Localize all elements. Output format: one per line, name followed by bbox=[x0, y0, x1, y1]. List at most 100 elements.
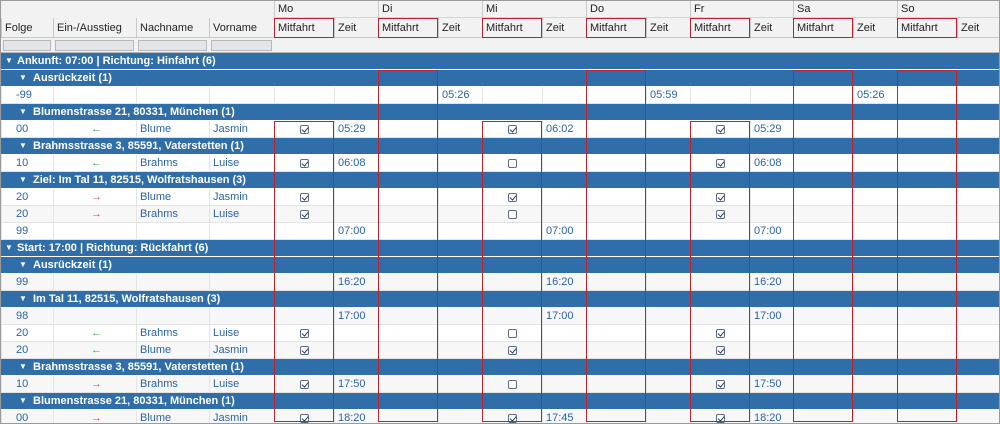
mitfahrt-cell-fr[interactable] bbox=[690, 223, 750, 239]
mitfahrt-cell-so[interactable] bbox=[897, 206, 957, 222]
mitfahrt-cell-di[interactable] bbox=[378, 308, 438, 324]
checkbox-icon[interactable] bbox=[716, 380, 725, 389]
group-row-stop[interactable]: ▼ Ausrückzeit (1) bbox=[1, 257, 999, 274]
group-row-stop[interactable]: ▼ Brahmsstrasse 3, 85591, Vaterstetten (1… bbox=[1, 359, 999, 376]
mitfahrt-cell-do[interactable] bbox=[586, 121, 646, 137]
mitfahrt-cell-fr[interactable] bbox=[690, 308, 750, 324]
column-header-zeit-mi[interactable]: Zeit bbox=[542, 18, 586, 38]
mitfahrt-cell-sa[interactable] bbox=[793, 274, 853, 290]
column-header-mitfahrt-di[interactable]: Mitfahrt bbox=[378, 18, 438, 38]
mitfahrt-cell-di[interactable] bbox=[378, 376, 438, 392]
mitfahrt-cell-do[interactable] bbox=[586, 325, 646, 341]
mitfahrt-cell-do[interactable] bbox=[586, 342, 646, 358]
mitfahrt-cell-di[interactable] bbox=[378, 410, 438, 423]
mitfahrt-cell-mi[interactable] bbox=[482, 342, 542, 358]
mitfahrt-cell-mi[interactable] bbox=[482, 155, 542, 171]
checkbox-icon[interactable] bbox=[300, 380, 309, 389]
checkbox-icon[interactable] bbox=[716, 125, 725, 134]
triangle-down-icon[interactable]: ▼ bbox=[19, 107, 27, 116]
checkbox-icon[interactable] bbox=[508, 159, 517, 168]
filter-input-einaus[interactable] bbox=[55, 40, 134, 51]
filter-input-folge[interactable] bbox=[3, 40, 51, 51]
triangle-down-icon[interactable]: ▼ bbox=[19, 294, 27, 303]
column-header-mitfahrt-do[interactable]: Mitfahrt bbox=[586, 18, 646, 38]
triangle-down-icon[interactable]: ▼ bbox=[5, 243, 13, 252]
checkbox-icon[interactable] bbox=[508, 125, 517, 134]
group-row-main[interactable]: ▼ Ankunft: 07:00 | Richtung: Hinfahrt (6) bbox=[1, 53, 999, 70]
mitfahrt-cell-mo[interactable] bbox=[274, 274, 334, 290]
mitfahrt-cell-mo[interactable] bbox=[274, 223, 334, 239]
column-header-mitfahrt-mo[interactable]: Mitfahrt bbox=[274, 18, 334, 38]
mitfahrt-cell-do[interactable] bbox=[586, 189, 646, 205]
checkbox-icon[interactable] bbox=[508, 193, 517, 202]
column-header-zeit-do[interactable]: Zeit bbox=[646, 18, 690, 38]
mitfahrt-cell-mi[interactable] bbox=[482, 308, 542, 324]
group-row-stop[interactable]: ▼ Ziel: Im Tal 11, 82515, Wolfratshausen … bbox=[1, 172, 999, 189]
column-header-mitfahrt-so[interactable]: Mitfahrt bbox=[897, 18, 957, 38]
checkbox-icon[interactable] bbox=[716, 193, 725, 202]
triangle-down-icon[interactable]: ▼ bbox=[19, 141, 27, 150]
mitfahrt-cell-mo[interactable] bbox=[274, 376, 334, 392]
checkbox-icon[interactable] bbox=[508, 380, 517, 389]
group-row-stop[interactable]: ▼ Blumenstrasse 21, 80331, München (1) bbox=[1, 393, 999, 410]
column-header-vorname[interactable]: Vorname bbox=[209, 18, 274, 38]
mitfahrt-cell-do[interactable] bbox=[586, 376, 646, 392]
mitfahrt-cell-fr[interactable] bbox=[690, 342, 750, 358]
mitfahrt-cell-di[interactable] bbox=[378, 155, 438, 171]
checkbox-icon[interactable] bbox=[716, 414, 725, 423]
mitfahrt-cell-di[interactable] bbox=[378, 87, 438, 103]
mitfahrt-cell-so[interactable] bbox=[897, 223, 957, 239]
mitfahrt-cell-so[interactable] bbox=[897, 121, 957, 137]
triangle-down-icon[interactable]: ▼ bbox=[19, 396, 27, 405]
mitfahrt-cell-so[interactable] bbox=[897, 308, 957, 324]
checkbox-icon[interactable] bbox=[508, 210, 517, 219]
mitfahrt-cell-sa[interactable] bbox=[793, 376, 853, 392]
checkbox-icon[interactable] bbox=[300, 329, 309, 338]
mitfahrt-cell-sa[interactable] bbox=[793, 410, 853, 423]
mitfahrt-cell-mo[interactable] bbox=[274, 325, 334, 341]
group-row-stop[interactable]: ▼ Im Tal 11, 82515, Wolfratshausen (3) bbox=[1, 291, 999, 308]
mitfahrt-cell-do[interactable] bbox=[586, 87, 646, 103]
checkbox-icon[interactable] bbox=[300, 193, 309, 202]
mitfahrt-cell-mi[interactable] bbox=[482, 121, 542, 137]
filter-input-vorname[interactable] bbox=[211, 40, 272, 51]
mitfahrt-cell-do[interactable] bbox=[586, 308, 646, 324]
mitfahrt-cell-sa[interactable] bbox=[793, 189, 853, 205]
mitfahrt-cell-fr[interactable] bbox=[690, 410, 750, 423]
mitfahrt-cell-sa[interactable] bbox=[793, 325, 853, 341]
mitfahrt-cell-mi[interactable] bbox=[482, 189, 542, 205]
mitfahrt-cell-fr[interactable] bbox=[690, 189, 750, 205]
mitfahrt-cell-fr[interactable] bbox=[690, 87, 750, 103]
mitfahrt-cell-mo[interactable] bbox=[274, 410, 334, 423]
mitfahrt-cell-so[interactable] bbox=[897, 325, 957, 341]
mitfahrt-cell-so[interactable] bbox=[897, 342, 957, 358]
mitfahrt-cell-do[interactable] bbox=[586, 223, 646, 239]
mitfahrt-cell-so[interactable] bbox=[897, 410, 957, 423]
mitfahrt-cell-mi[interactable] bbox=[482, 376, 542, 392]
mitfahrt-cell-mo[interactable] bbox=[274, 121, 334, 137]
column-header-mitfahrt-sa[interactable]: Mitfahrt bbox=[793, 18, 853, 38]
mitfahrt-cell-fr[interactable] bbox=[690, 155, 750, 171]
checkbox-icon[interactable] bbox=[300, 159, 309, 168]
mitfahrt-cell-sa[interactable] bbox=[793, 121, 853, 137]
mitfahrt-cell-di[interactable] bbox=[378, 206, 438, 222]
mitfahrt-cell-sa[interactable] bbox=[793, 155, 853, 171]
triangle-down-icon[interactable]: ▼ bbox=[19, 175, 27, 184]
mitfahrt-cell-so[interactable] bbox=[897, 376, 957, 392]
checkbox-icon[interactable] bbox=[716, 346, 725, 355]
checkbox-icon[interactable] bbox=[508, 329, 517, 338]
mitfahrt-cell-di[interactable] bbox=[378, 121, 438, 137]
mitfahrt-cell-do[interactable] bbox=[586, 206, 646, 222]
mitfahrt-cell-mo[interactable] bbox=[274, 155, 334, 171]
checkbox-icon[interactable] bbox=[300, 346, 309, 355]
group-row-main[interactable]: ▼ Start: 17:00 | Richtung: Rückfahrt (6) bbox=[1, 240, 999, 257]
mitfahrt-cell-so[interactable] bbox=[897, 155, 957, 171]
checkbox-icon[interactable] bbox=[716, 159, 725, 168]
mitfahrt-cell-di[interactable] bbox=[378, 325, 438, 341]
mitfahrt-cell-mi[interactable] bbox=[482, 410, 542, 423]
mitfahrt-cell-mi[interactable] bbox=[482, 274, 542, 290]
mitfahrt-cell-fr[interactable] bbox=[690, 376, 750, 392]
mitfahrt-cell-mo[interactable] bbox=[274, 308, 334, 324]
mitfahrt-cell-sa[interactable] bbox=[793, 87, 853, 103]
mitfahrt-cell-do[interactable] bbox=[586, 410, 646, 423]
